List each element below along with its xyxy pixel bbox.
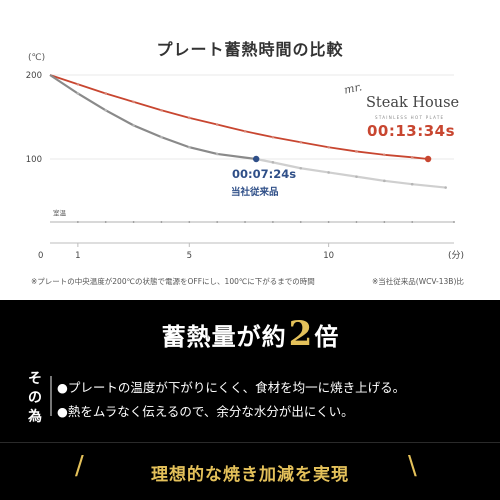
data-point xyxy=(132,221,135,223)
slogan-frame xyxy=(0,442,500,443)
data-point xyxy=(355,150,358,153)
data-point xyxy=(327,221,330,223)
data-point xyxy=(383,179,386,183)
data-point xyxy=(444,186,447,189)
slogan-slash-left: / xyxy=(75,451,84,481)
feature-section: 蓄熱量が約2倍 その為 ●プレートの温度が下がりにくく、食材を均一に焼き上げる。… xyxy=(0,300,500,500)
logo-subtitle: STAINLESS HOT PLATE xyxy=(375,115,445,120)
conventional-line xyxy=(49,74,257,161)
chart-title: プレート蓄熱時間の比較 xyxy=(156,40,344,59)
endpoint-marker xyxy=(252,155,260,163)
data-point xyxy=(160,221,163,223)
data-point xyxy=(215,152,219,156)
headline-suffix: 倍 xyxy=(314,323,339,351)
data-point xyxy=(104,108,108,112)
y-tick-label: 200 xyxy=(26,71,42,81)
footnote-comparison: ※当社従来品(WCV-13B)比 xyxy=(372,277,464,286)
data-point xyxy=(299,221,302,223)
data-point xyxy=(299,166,303,170)
data-point xyxy=(132,124,135,127)
data-point xyxy=(215,123,219,126)
data-point xyxy=(132,100,135,104)
conventional-time-label: 00:07:24s xyxy=(232,167,297,181)
data-point xyxy=(243,129,247,133)
data-point xyxy=(216,221,219,223)
data-point xyxy=(327,171,330,174)
data-point xyxy=(104,221,107,223)
data-point xyxy=(104,92,108,95)
data-point xyxy=(76,82,80,86)
x-tick-label: 1 xyxy=(75,251,80,261)
data-point xyxy=(188,116,191,120)
data-point xyxy=(299,140,303,144)
headline-text: 蓄熱量が約 xyxy=(161,323,287,351)
conventional-product-label: 当社従来品 xyxy=(231,187,279,198)
chart-plot: 100 200 (℃) 0 1 5 10 (分) 室温 xyxy=(26,53,464,261)
data-point xyxy=(327,145,330,149)
endpoint-marker xyxy=(424,155,432,163)
data-point xyxy=(271,135,275,139)
slogan-slash-right: \ xyxy=(408,451,417,481)
data-point xyxy=(383,221,386,223)
room-temp-label: 室温 xyxy=(53,208,67,217)
data-point xyxy=(188,145,191,149)
data-point xyxy=(411,221,414,223)
reason-label: その為 xyxy=(28,371,42,425)
x-tick-label: 10 xyxy=(323,251,334,261)
conventional-line-tail xyxy=(255,157,446,189)
reason-divider xyxy=(50,376,52,416)
x-tick-label: 5 xyxy=(187,251,192,261)
data-point xyxy=(160,108,163,112)
steak-house-time-label: 00:13:34s xyxy=(367,122,456,140)
data-point xyxy=(188,221,191,223)
headline: 蓄熱量が約2倍 xyxy=(0,314,500,354)
logo-name: Steak House xyxy=(366,95,460,111)
data-point xyxy=(355,221,358,223)
data-point xyxy=(76,221,79,223)
logo-script: mr. xyxy=(342,80,364,97)
data-point xyxy=(355,175,358,178)
data-point xyxy=(76,92,80,95)
data-point xyxy=(383,153,386,157)
footnote-method: ※プレートの中央温度が200℃の状態で電源をOFFにし、100℃に下がるまでの時… xyxy=(31,277,315,286)
data-point xyxy=(271,161,275,164)
x-unit-label: (分) xyxy=(448,250,464,261)
headline-number: 2 xyxy=(288,314,313,354)
chart-section: プレート蓄熱時間の比較 100 200 (℃) 0 1 5 10 (分) 室温 mr. Stea… xyxy=(25,40,465,286)
reason-item: ●熱をムラなく伝えるので、余分な水分が出にくい。 xyxy=(57,404,354,419)
y-unit-label: (℃) xyxy=(28,53,45,63)
reason-item: ●プレートの温度が下がりにくく、食材を均一に焼き上げる。 xyxy=(57,380,406,395)
data-point xyxy=(271,221,274,223)
data-point xyxy=(410,156,414,159)
data-point xyxy=(453,221,455,223)
brand-logo: mr. Steak House STAINLESS HOT PLATE xyxy=(342,80,459,132)
slogan: 理想的な焼き加減を実現 xyxy=(151,465,349,485)
data-point xyxy=(160,135,163,139)
y-tick-label: 100 xyxy=(26,155,42,165)
data-point xyxy=(410,182,414,186)
data-point xyxy=(244,221,246,223)
x-zero-label: 0 xyxy=(38,251,43,261)
